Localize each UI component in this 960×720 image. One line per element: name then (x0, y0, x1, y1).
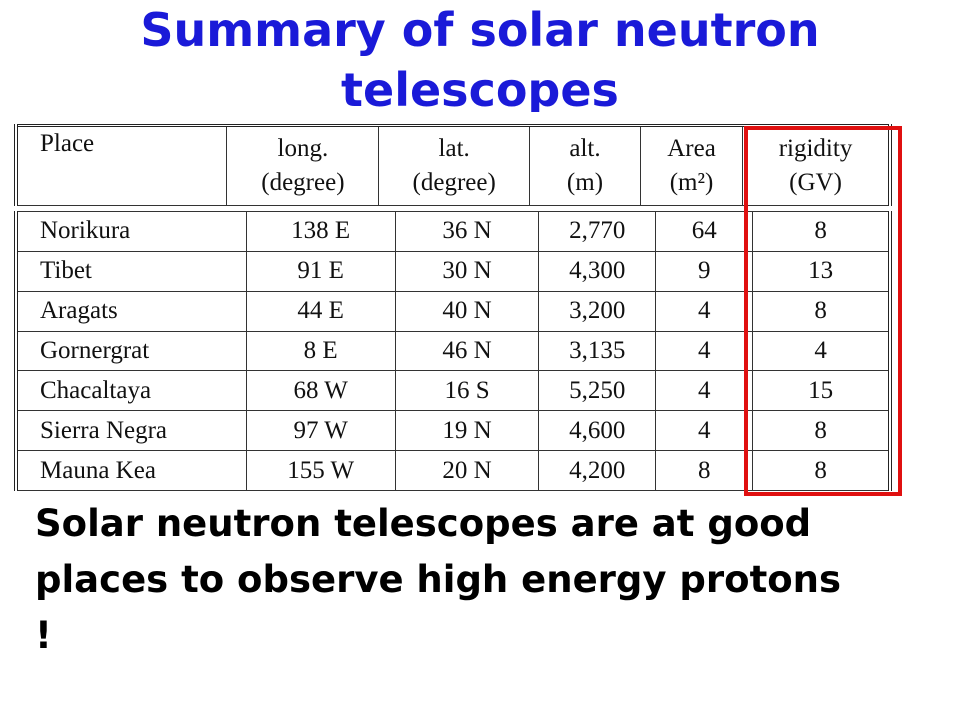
table-cell: 46 N (394, 330, 540, 372)
header-cell: Area (m²) (639, 125, 744, 206)
header-text: Place (40, 130, 95, 157)
header-cell: lat. (degree) (378, 125, 530, 206)
header-cell: alt. (m) (528, 125, 642, 206)
table-cell: Norikura (15, 211, 247, 252)
table-cell: 44 E (245, 290, 396, 332)
header-text: Area (667, 135, 716, 162)
body-line: places to observe high energy protons ! (35, 558, 842, 657)
body-text: Solar neutron telescopes are at good plac… (35, 496, 865, 664)
header-cell: Place (15, 125, 228, 206)
header-text: rigidity (778, 135, 853, 162)
table-cell: 16 S (394, 370, 540, 412)
table-cell: Tibet (15, 250, 247, 292)
table-cell: 19 N (394, 410, 540, 452)
table-cell: 4 (655, 330, 754, 372)
table-cell: 3,200 (538, 290, 657, 332)
table-cell: 8 (752, 450, 891, 491)
table-row: Gornergrat 8 E 46 N 3,135 4 4 (15, 330, 891, 372)
table-cell: 3,135 (538, 330, 657, 372)
table-header: Place long. (degree) lat. (degree) alt. (m) Are… (14, 124, 892, 206)
table-row: Sierra Negra 97 W 19 N 4,600 4 8 (15, 410, 891, 452)
table-cell: 91 E (245, 250, 396, 292)
table-cell: Sierra Negra (15, 410, 247, 452)
body-line: Solar neutron telescopes are at good (35, 502, 812, 545)
table-cell: 2,770 (538, 211, 657, 252)
table-cell: 64 (655, 211, 754, 252)
header-text: (m²) (669, 169, 714, 196)
header-cell: long. (degree) (226, 125, 380, 206)
table-cell: Aragats (15, 290, 247, 332)
header-text: (degree) (412, 169, 496, 196)
table-cell: 9 (655, 250, 754, 292)
header-row: Place long. (degree) lat. (degree) alt. (m) Are… (15, 125, 891, 206)
table-cell: 4 (655, 410, 754, 452)
table-row: Mauna Kea 155 W 20 N 4,200 8 8 (15, 450, 891, 491)
header-text: alt. (569, 135, 601, 162)
table-cell: 4,200 (538, 450, 657, 491)
table-cell: 4 (655, 290, 754, 332)
table-cell: 138 E (245, 211, 396, 252)
table-cell: Chacaltaya (15, 370, 247, 412)
header-cell: rigidity (GV) (742, 125, 891, 206)
header-text: long. (277, 135, 329, 162)
table-cell: 155 W (245, 450, 396, 491)
table-cell: 5,250 (538, 370, 657, 412)
table-cell: 15 (752, 370, 891, 412)
table-cell: 40 N (394, 290, 540, 332)
header-text: lat. (438, 135, 470, 162)
slide-title: Summary of solar neutron telescopes (140, 3, 820, 112)
table-cell: Mauna Kea (15, 450, 247, 491)
header-text: (m) (566, 169, 604, 196)
table-cell: 30 N (394, 250, 540, 292)
table-cell: 4,300 (538, 250, 657, 292)
header-text: (degree) (261, 169, 345, 196)
table-cell: 4 (655, 370, 754, 412)
table-cell: Gornergrat (15, 330, 247, 372)
table-cell: 8 (655, 450, 754, 491)
table-cell: 8 E (245, 330, 396, 372)
table-cell: 4,600 (538, 410, 657, 452)
table-cell: 36 N (394, 211, 540, 252)
table-body: Norikura 138 E 36 N 2,770 64 8 Tibet 91 E 30 N 4,… (14, 211, 892, 491)
header-text: (GV) (789, 169, 842, 196)
table-row: Chacaltaya 68 W 16 S 5,250 4 15 (15, 370, 891, 412)
table-cell: 13 (752, 250, 891, 292)
table-row: Tibet 91 E 30 N 4,300 9 13 (15, 250, 891, 292)
table-cell: 68 W (245, 370, 396, 412)
table-cell: 97 W (245, 410, 396, 452)
table-cell: 20 N (394, 450, 540, 491)
highlight-box (744, 126, 902, 496)
